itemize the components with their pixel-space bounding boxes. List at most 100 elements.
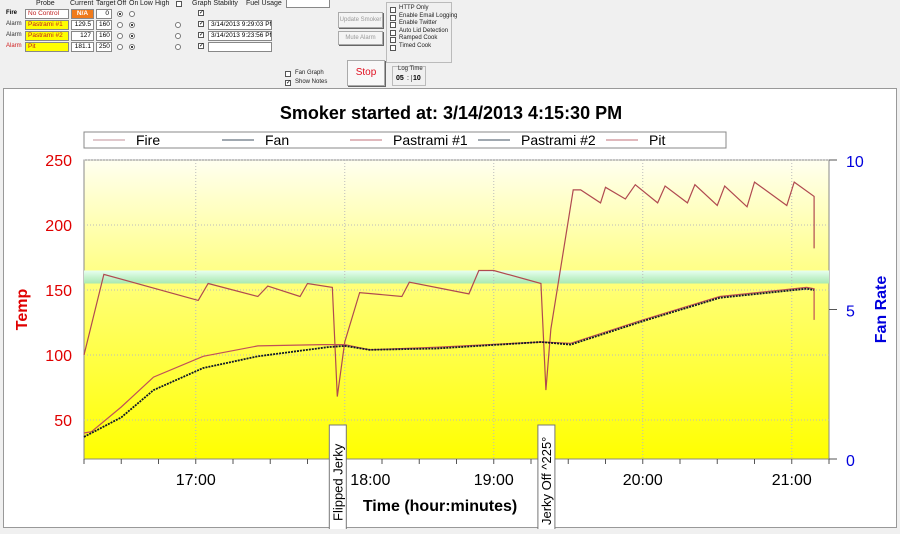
log-time-minutes[interactable]: 10	[411, 75, 421, 82]
log-time-label: Log Time	[398, 66, 423, 72]
high-radio[interactable]	[175, 33, 181, 39]
header-probe: Probe	[36, 0, 55, 7]
probe-current-value: 127	[71, 31, 94, 41]
log-time-hours[interactable]: 05	[396, 75, 404, 82]
y-tick-label: 100	[45, 348, 72, 365]
log-time-separator: :	[407, 75, 409, 82]
header-graph-stability: Graph Stability	[192, 0, 238, 7]
stop-button[interactable]: Stop	[347, 60, 385, 86]
chart-title: Smoker started at: 3/14/2013 4:15:30 PM	[280, 103, 622, 123]
x-tick-label: 18:00	[350, 472, 390, 489]
probe-target-field[interactable]: 0	[96, 9, 112, 19]
fan-graph-checkbox[interactable]	[285, 71, 291, 77]
probe-name-field[interactable]: Pastrami #2	[25, 31, 69, 41]
annotation-label: Flipped Jerky	[330, 443, 345, 521]
probe-on-radio[interactable]	[129, 44, 135, 50]
probe-on-radio[interactable]	[129, 11, 135, 17]
header-low: Low	[140, 0, 153, 7]
x-tick-label: 20:00	[623, 472, 663, 489]
show-notes-checkbox[interactable]: ✓	[285, 80, 292, 86]
probe-off-radio[interactable]	[117, 33, 123, 39]
y-tick-label: 50	[54, 413, 72, 430]
x-tick-label: 21:00	[772, 472, 812, 489]
option-label: Timed Cook	[399, 42, 432, 49]
option-checkbox[interactable]	[390, 14, 396, 21]
x-tick-label: 19:00	[474, 472, 514, 489]
option-checkbox[interactable]	[390, 44, 396, 51]
y-axis-label: Temp	[14, 289, 31, 331]
probe-on-radio[interactable]	[129, 22, 135, 28]
plot-area	[83, 159, 830, 460]
show-notes-label: Show Notes	[295, 79, 328, 85]
x-axis-label: Time (hour:minutes)	[363, 498, 517, 515]
probe-name-field[interactable]: Pit	[25, 42, 69, 52]
probe-target-field[interactable]: 160	[96, 20, 112, 30]
high-radio[interactable]	[175, 44, 181, 50]
option-checkbox[interactable]	[390, 7, 396, 13]
option-checkbox[interactable]	[390, 22, 396, 28]
y2-tick-label: 5	[846, 304, 855, 321]
legend-label: Pastrami #2	[521, 132, 596, 148]
y2-tick-label: 0	[846, 453, 855, 470]
y-tick-label: 150	[45, 283, 72, 300]
option-label: Auto Lid Detection	[399, 27, 449, 34]
option-label: Enable Email Logging	[399, 12, 458, 19]
fan-graph-label: Fan Graph	[295, 70, 324, 76]
legend-label: Fire	[136, 132, 160, 148]
probe-target-field[interactable]: 160	[96, 31, 112, 41]
option-checkbox[interactable]	[390, 29, 396, 36]
temperature-chart: Smoker started at: 3/14/2013 4:15:30 PM 5…	[14, 103, 890, 534]
probe-current-value: N/A	[71, 9, 94, 19]
y-tick-label: 250	[45, 153, 72, 170]
probe-on-radio[interactable]	[129, 33, 135, 39]
graph-checkbox[interactable]: ✓	[198, 10, 205, 16]
fuel-usage-input[interactable]	[286, 0, 330, 8]
option-checkbox[interactable]	[390, 37, 396, 43]
y-tick-label: 200	[45, 218, 72, 235]
legend-label: Pit	[649, 132, 665, 148]
probe-current-value: 181.1	[71, 42, 94, 52]
annotation-box	[537, 424, 556, 534]
graph-checkbox[interactable]: ✓	[198, 32, 205, 38]
annotation-box	[328, 424, 347, 534]
probe-off-radio[interactable]	[117, 44, 123, 50]
high-radio[interactable]	[175, 22, 181, 28]
log-time-group: Log Time 05 : 10	[392, 66, 426, 86]
header-on: On	[129, 0, 139, 7]
x-tick-label: 17:00	[176, 472, 216, 489]
graph-checkbox[interactable]: ✓	[198, 43, 205, 49]
options-group: HTTP Only Enable Email Logging Enable Twit…	[386, 2, 457, 63]
probe-name-field[interactable]: Pastrami #1	[25, 20, 69, 30]
y2-axis-label: Fan Rate	[873, 276, 890, 344]
probe-type-label: Alarm	[6, 21, 22, 27]
graph-checkbox[interactable]: ✓	[198, 21, 205, 27]
legend	[83, 131, 727, 149]
probe-target-field[interactable]: 250	[96, 42, 112, 52]
mute-alarm-button[interactable]: Mute Alarm	[338, 31, 383, 45]
header-high: High	[155, 0, 170, 7]
probe-type-label: Fire	[6, 10, 18, 16]
probe-type-label: Alarm	[6, 32, 22, 38]
header-off: Off	[117, 0, 127, 7]
header-current: Current	[70, 0, 94, 7]
legend-label: Fan	[265, 132, 289, 148]
header-fuel-usage: Fuel Usage	[246, 0, 282, 7]
option-label: Ramped Cook	[399, 35, 438, 41]
high-checkbox[interactable]	[176, 1, 182, 7]
chart-panel: Smoker started at: 3/14/2013 4:15:30 PM 5…	[3, 88, 897, 534]
probe-name-field[interactable]: No Control	[25, 9, 69, 19]
header-target: Target	[96, 0, 116, 7]
alarm-time-field[interactable]: 3/14/2013 9:23:56 PM	[208, 31, 272, 41]
probe-type-label: Alarm	[6, 43, 22, 49]
probe-current-value: 129.5	[71, 20, 94, 30]
option-label: Enable Twitter	[399, 20, 437, 26]
alarm-time-field[interactable]	[208, 42, 272, 52]
probe-off-radio[interactable]	[117, 22, 123, 28]
series-line-pit	[83, 181, 815, 397]
alarm-time-field[interactable]: 3/14/2013 9:29:03 PM	[208, 20, 272, 30]
probe-off-radio[interactable]	[117, 11, 123, 17]
option-label: HTTP Only	[399, 5, 429, 11]
update-smoker-button[interactable]: Update Smoker	[338, 12, 383, 28]
annotation-label: Jerky Off ^225°	[539, 437, 554, 525]
y2-tick-label: 10	[846, 154, 864, 171]
